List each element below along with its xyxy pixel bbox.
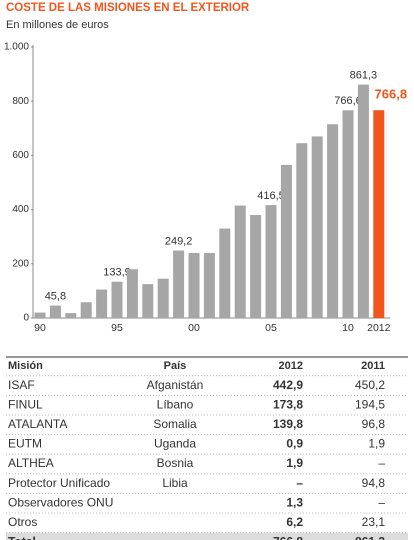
x-tick-label: 00	[188, 322, 200, 334]
table-cell: 94,8	[362, 476, 386, 490]
y-tick-label: 600	[12, 150, 29, 161]
bar	[126, 269, 138, 318]
table-cell: Protector Unificado	[8, 476, 110, 490]
table-cell: ATALANTA	[8, 417, 67, 431]
total-cell: Total	[8, 535, 36, 540]
bar	[373, 110, 385, 318]
table-cell: ALTHEA	[8, 456, 54, 470]
chart-subtitle: En millones de euros	[6, 19, 109, 31]
table-cell: 442,9	[273, 378, 303, 392]
bar	[311, 136, 323, 318]
chart-title: COSTE DE LAS MISIONES EN EL EXTERIOR	[6, 2, 250, 14]
table-cell: Libia	[162, 476, 188, 490]
bar	[188, 252, 200, 318]
value-label: 766,8	[375, 87, 408, 102]
table-cell: 1,9	[286, 456, 303, 470]
bar	[96, 289, 108, 318]
bar	[342, 110, 354, 318]
table-cell: 6,2	[286, 515, 303, 529]
bar	[157, 278, 169, 318]
bar	[173, 250, 185, 318]
table-cell: Líbano	[157, 397, 194, 411]
total-row-bg	[6, 532, 408, 540]
bar	[296, 143, 308, 318]
bar	[203, 252, 215, 318]
table-cell: Somalia	[153, 417, 197, 431]
value-label: 133,9	[103, 267, 131, 279]
bar	[250, 215, 262, 318]
y-tick-label: 400	[12, 204, 29, 215]
y-tick-label: 1.000	[4, 42, 29, 53]
table-cell: Bosnia	[157, 456, 194, 470]
bar	[280, 164, 292, 318]
table-cell: Otros	[8, 515, 37, 529]
value-label: 45,8	[45, 290, 66, 302]
table-cell: 173,8	[273, 397, 303, 411]
y-tick-label: 0	[23, 313, 29, 324]
table-cell: ISAF	[8, 378, 35, 392]
y-tick-label: 800	[12, 96, 29, 107]
value-label: 416,5	[257, 190, 285, 202]
table-cell: –	[296, 476, 303, 490]
bar	[234, 205, 246, 318]
table-cell: Observadores ONU	[8, 495, 113, 509]
table-cell: Afganistán	[147, 378, 204, 392]
table-cell: Uganda	[154, 437, 196, 451]
y-tick-label: 200	[12, 258, 29, 269]
column-header: 2012	[279, 360, 303, 372]
table-cell: –	[378, 456, 385, 470]
x-tick-label: 95	[111, 322, 123, 334]
table-cell: –	[378, 495, 385, 509]
value-label: 766,6	[334, 95, 362, 107]
column-header: Misión	[8, 360, 43, 372]
x-tick-label: 90	[34, 322, 46, 334]
total-cell: 861,3	[355, 535, 385, 540]
table-cell: 1,3	[286, 495, 303, 509]
value-label: 861,3	[350, 69, 378, 81]
table-cell: 23,1	[362, 515, 386, 529]
table-cell: 1,9	[368, 437, 385, 451]
bar	[111, 281, 123, 318]
value-label: 249,2	[165, 235, 193, 247]
table-cell: 139,8	[273, 417, 303, 431]
table-cell: 96,8	[362, 417, 386, 431]
bar	[34, 312, 46, 318]
bar	[357, 84, 369, 318]
total-cell: 766,8	[273, 535, 303, 540]
bar	[219, 228, 231, 318]
table-cell: 0,9	[286, 437, 303, 451]
table-cell: 450,2	[355, 378, 385, 392]
bar	[49, 305, 61, 318]
table-cell: EUTM	[8, 437, 42, 451]
bar	[265, 205, 277, 318]
column-header: País	[164, 360, 187, 372]
column-header: 2011	[361, 360, 385, 372]
x-tick-label: 10	[342, 322, 354, 334]
bar	[142, 284, 154, 318]
table-cell: FINUL	[8, 397, 43, 411]
x-tick-label: 2012	[367, 322, 391, 334]
bar	[80, 302, 92, 318]
x-tick-label: 05	[265, 322, 277, 334]
bar	[327, 124, 339, 318]
bar	[65, 313, 77, 318]
table-cell: 194,5	[355, 397, 385, 411]
